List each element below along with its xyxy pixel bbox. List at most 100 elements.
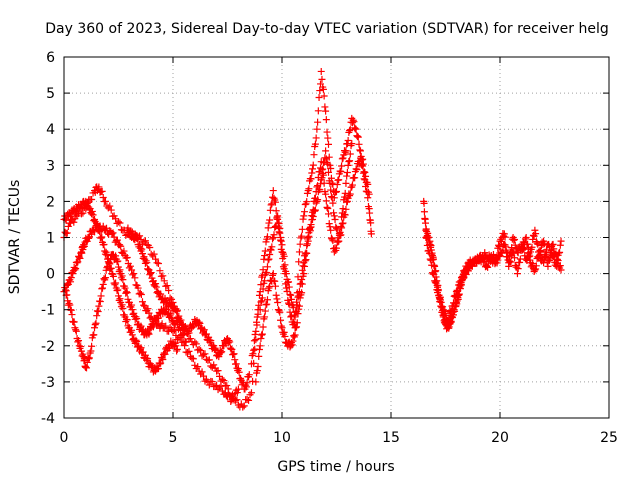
- data-point: [540, 259, 548, 267]
- data-point: [107, 206, 115, 214]
- data-point: [310, 151, 318, 159]
- data-point: [502, 243, 510, 251]
- y-tick-labels: -4 -3 -2 -1 0 1 2 3 4 5 6: [41, 50, 55, 427]
- data-point: [552, 250, 560, 258]
- data-point: [295, 288, 303, 296]
- data-point: [344, 161, 352, 169]
- data-point: [277, 234, 285, 242]
- data-point: [332, 188, 340, 196]
- data-point: [263, 296, 271, 304]
- data-point: [495, 243, 503, 251]
- data-point: [182, 338, 190, 346]
- data-point: [314, 118, 322, 126]
- data-point: [161, 350, 169, 358]
- data-point: [324, 160, 332, 168]
- data-point: [118, 272, 126, 280]
- data-point: [261, 252, 269, 260]
- data-point: [293, 323, 301, 331]
- data-point: [313, 125, 321, 133]
- data-point: [230, 395, 238, 403]
- data-point: [198, 368, 206, 376]
- data-point: [427, 256, 435, 264]
- data-point: [346, 192, 354, 200]
- data-point: [300, 259, 308, 267]
- data-point: [439, 306, 447, 314]
- data-point: [269, 187, 277, 195]
- data-points: [60, 67, 565, 411]
- data-point: [185, 329, 193, 337]
- data-point: [544, 262, 552, 270]
- data-point: [337, 168, 345, 176]
- data-point: [286, 290, 294, 298]
- data-point: [323, 203, 331, 211]
- y-tick-label: 5: [46, 86, 55, 102]
- data-point: [273, 295, 281, 303]
- data-point: [99, 284, 107, 292]
- data-point: [459, 272, 467, 280]
- data-point: [431, 278, 439, 286]
- y-tick-label: 4: [46, 122, 55, 138]
- data-point: [114, 257, 122, 265]
- data-point: [234, 365, 242, 373]
- data-point: [277, 316, 285, 324]
- data-point: [94, 308, 102, 316]
- data-point: [80, 242, 88, 250]
- data-point: [338, 155, 346, 163]
- data-point: [442, 309, 449, 317]
- data-point: [100, 275, 108, 283]
- data-point: [252, 336, 260, 344]
- data-point: [263, 263, 271, 271]
- data-point: [325, 140, 333, 148]
- data-point: [150, 250, 158, 258]
- data-point: [366, 209, 374, 217]
- data-point: [88, 342, 96, 350]
- data-point: [253, 318, 261, 326]
- data-point: [253, 367, 261, 375]
- data-point: [121, 284, 129, 292]
- data-point: [144, 329, 152, 337]
- data-point: [529, 235, 537, 243]
- data-point: [261, 307, 269, 315]
- data-point: [359, 162, 367, 170]
- data-point: [531, 266, 539, 274]
- data-point: [77, 210, 85, 218]
- data-point: [311, 207, 319, 215]
- data-point: [91, 321, 99, 329]
- data-point: [302, 249, 310, 257]
- data-point: [360, 168, 368, 176]
- data-point: [115, 218, 122, 226]
- data-point: [210, 361, 218, 369]
- data-point: [188, 323, 196, 331]
- data-point: [138, 250, 146, 258]
- x-tick-labels: 0 5 10 15 20 25: [60, 430, 618, 446]
- data-point: [158, 320, 166, 328]
- data-point: [505, 257, 513, 265]
- data-point: [70, 318, 78, 326]
- data-point: [72, 326, 80, 334]
- data-point: [89, 211, 97, 219]
- data-point: [181, 337, 189, 345]
- data-point: [518, 244, 526, 252]
- data-point: [220, 377, 228, 385]
- data-point: [472, 259, 480, 267]
- data-point: [218, 348, 226, 356]
- data-point: [422, 219, 430, 227]
- data-point: [360, 175, 368, 183]
- data-point: [154, 365, 162, 373]
- data-point: [169, 327, 177, 335]
- data-point: [296, 280, 304, 288]
- data-point: [325, 220, 333, 228]
- data-point: [516, 258, 524, 266]
- data-point: [147, 269, 155, 277]
- data-point: [226, 344, 234, 352]
- data-point: [200, 351, 208, 359]
- data-point: [103, 264, 111, 272]
- data-point: [312, 199, 320, 207]
- data-point: [356, 157, 364, 165]
- data-point: [169, 317, 177, 325]
- data-point: [101, 274, 109, 282]
- data-point: [186, 335, 194, 343]
- data-point: [309, 165, 317, 173]
- data-point: [297, 280, 305, 288]
- data-point: [356, 154, 364, 162]
